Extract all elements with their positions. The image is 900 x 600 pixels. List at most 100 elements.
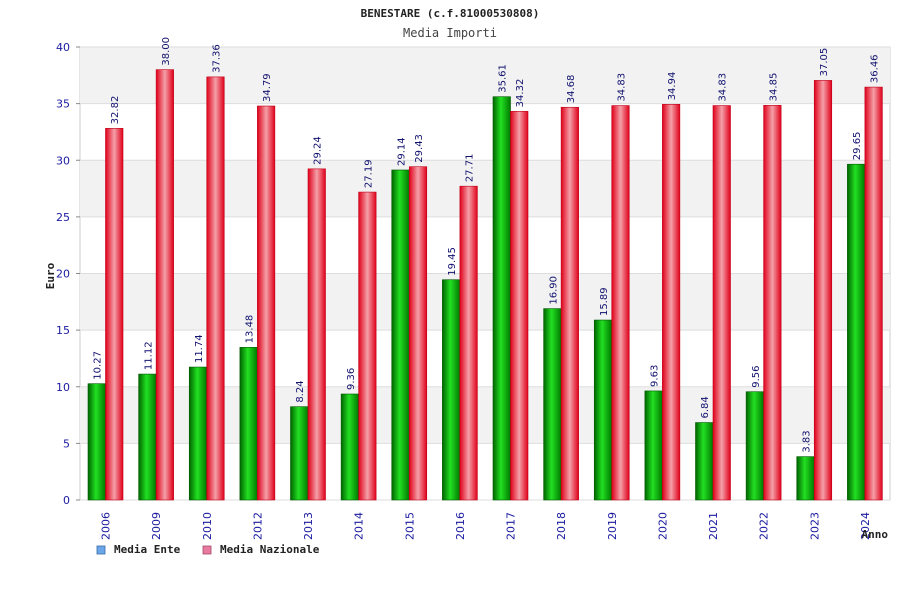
data-label: 3.83: [802, 430, 813, 452]
x-tick-label: 2024: [859, 512, 872, 540]
x-tick-label: 2021: [707, 512, 720, 540]
y-tick-label: 35: [56, 98, 70, 111]
x-tick-label: 2010: [201, 512, 214, 540]
x-tick-label: 2012: [251, 512, 264, 540]
bar-media-ente-2023: [796, 456, 815, 501]
bar-media-ente-2013: [290, 406, 309, 501]
data-label: 16.90: [548, 276, 559, 305]
data-label: 34.83: [718, 73, 729, 102]
bar-media-ente-2022: [745, 391, 764, 501]
y-axis-ticks: 0 5 10 15 20 25 30 35 40: [56, 41, 80, 507]
data-label: 10.27: [93, 351, 104, 380]
data-label: 32.82: [110, 96, 121, 125]
y-tick-label: 25: [56, 211, 70, 224]
y-tick-label: 15: [56, 324, 70, 337]
bar-media-nazionale-2009: [155, 69, 174, 501]
bar-media-nazionale-2021: [712, 105, 731, 501]
data-label: 29.14: [397, 137, 408, 166]
bar-media-ente-2014: [340, 393, 359, 501]
chart-subtitle: Media Importi: [403, 26, 497, 40]
chart-title: BENESTARE (c.f.81000530808): [361, 7, 540, 20]
bar-media-ente-2006: [87, 383, 106, 501]
y-tick-label: 30: [56, 154, 70, 167]
bar-media-nazionale-2006: [105, 128, 124, 501]
bar-media-ente-2016: [442, 279, 461, 501]
bars: 10.27 32.82 11.12 38.00 11.74 37.36 13.48 34.79…: [87, 37, 883, 501]
bar-media-nazionale-2019: [611, 105, 630, 501]
data-label: 11.74: [194, 334, 205, 363]
legend: Media Ente Media Nazionale: [96, 543, 320, 556]
legend-swatch-media-ente: [96, 545, 106, 555]
bar-media-nazionale-2023: [813, 80, 833, 501]
bar-media-ente-2010: [188, 366, 208, 501]
x-tick-label: 2015: [403, 512, 416, 540]
legend-label-media-ente: Media Ente: [114, 543, 181, 556]
x-axis-label: Anno: [862, 528, 889, 541]
bar-media-ente-2009: [138, 373, 157, 501]
data-label: 36.46: [870, 54, 881, 83]
data-label: 19.45: [447, 247, 458, 276]
bar-media-nazionale-2020: [662, 104, 681, 501]
data-label: 9.56: [751, 365, 762, 387]
x-tick-label: 2009: [150, 512, 163, 540]
data-label: 37.05: [819, 48, 830, 77]
bar-media-ente-2012: [239, 347, 258, 501]
bar-media-ente-2019: [593, 319, 613, 501]
bar-media-ente-2018: [543, 308, 562, 501]
y-tick-label: 0: [63, 494, 70, 507]
y-tick-label: 5: [63, 437, 70, 450]
x-tick-label: 2022: [758, 512, 771, 540]
data-label: 34.32: [515, 79, 526, 108]
bar-media-nazionale-2018: [560, 106, 579, 501]
bar-media-ente-2021: [695, 422, 714, 501]
legend-label-media-nazionale: Media Nazionale: [220, 543, 320, 556]
bar-media-ente-2020: [644, 390, 663, 501]
x-tick-label: 2006: [100, 512, 113, 540]
y-axis-label: Euro: [44, 262, 57, 289]
bar-media-nazionale-2015: [408, 166, 428, 501]
bar-media-nazionale-2014: [358, 191, 377, 501]
data-label: 34.83: [617, 73, 628, 102]
data-label: 34.68: [566, 75, 577, 104]
data-label: 35.61: [498, 64, 509, 93]
x-tick-label: 2020: [656, 512, 669, 540]
legend-swatch-media-nazionale: [202, 545, 212, 555]
x-tick-label: 2016: [454, 512, 467, 540]
x-tick-label: 2013: [302, 512, 315, 540]
bar-media-ente-2017: [492, 96, 511, 501]
data-label: 13.48: [245, 315, 256, 344]
x-tick-label: 2014: [353, 512, 366, 540]
data-label: 11.12: [143, 341, 154, 370]
data-label: 8.24: [295, 380, 306, 402]
data-label: 27.19: [363, 159, 374, 188]
data-label: 9.63: [650, 365, 661, 387]
bar-media-ente-2015: [391, 169, 410, 501]
data-label: 9.36: [346, 368, 357, 390]
x-tick-label: 2018: [555, 512, 568, 540]
data-label: 34.94: [667, 72, 678, 101]
bar-media-nazionale-2024: [864, 86, 883, 501]
data-label: 6.84: [700, 396, 711, 418]
bar-media-nazionale-2010: [206, 76, 225, 501]
bar-media-nazionale-2017: [510, 111, 529, 501]
data-label: 29.43: [414, 134, 425, 163]
data-label: 15.89: [599, 287, 610, 316]
data-label: 34.79: [262, 73, 273, 102]
y-tick-label: 40: [56, 41, 70, 54]
x-tick-label: 2023: [808, 512, 821, 540]
x-tick-label: 2017: [505, 512, 518, 540]
bar-media-ente-2024: [847, 163, 866, 501]
data-label: 37.36: [212, 44, 223, 73]
data-label: 29.65: [852, 132, 863, 161]
bar-media-nazionale-2016: [459, 185, 478, 501]
x-axis-ticks: 2006 2009 2010 2012 2013 2014 2015 2016 2017 2018…: [100, 512, 872, 540]
bar-media-nazionale-2022: [763, 105, 782, 501]
bar-media-nazionale-2013: [307, 168, 326, 501]
y-tick-label: 20: [56, 268, 70, 281]
y-tick-label: 10: [56, 381, 70, 394]
bar-media-nazionale-2012: [257, 105, 276, 501]
data-label: 27.71: [465, 154, 476, 183]
data-label: 29.24: [313, 136, 324, 165]
data-label: 34.85: [768, 73, 779, 102]
